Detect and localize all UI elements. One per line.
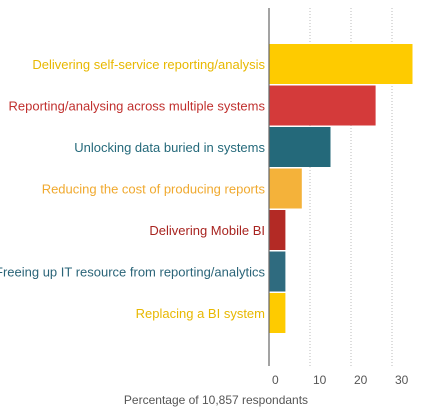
x-tick-label-30: 30 [395, 373, 409, 387]
category-label-6: Freeing up IT resource from reporting/an… [0, 265, 265, 280]
bar-6 [269, 251, 286, 292]
bar-7 [269, 293, 286, 333]
x-tick-label-0: 0 [272, 373, 279, 387]
category-label-2: Reporting/analysing across multiple syst… [9, 99, 266, 114]
bar-5 [269, 210, 286, 250]
bar-4 [269, 168, 302, 209]
category-label-4: Reducing the cost of producing reports [42, 182, 266, 197]
category-label-1: Delivering self-service reporting/analys… [32, 57, 265, 72]
x-tick-label-20: 20 [354, 373, 368, 387]
bar-2 [269, 85, 376, 126]
category-label-3: Unlocking data buried in systems [74, 140, 265, 155]
x-axis-title: Percentage of 10,857 respondants [124, 393, 308, 407]
category-label-7: Replacing a BI system [136, 306, 265, 321]
bar-1 [269, 44, 413, 84]
category-label-5: Delivering Mobile BI [149, 223, 265, 238]
bar-3 [269, 127, 331, 167]
x-tick-label-10: 10 [313, 373, 327, 387]
